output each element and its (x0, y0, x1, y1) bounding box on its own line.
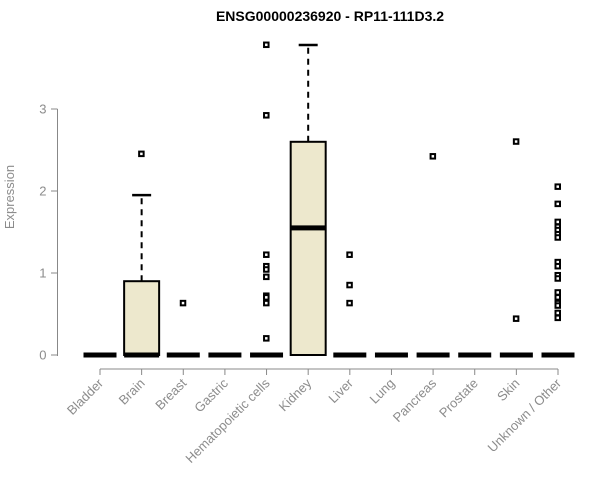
outlier-point (554, 289, 561, 296)
median-line (166, 352, 200, 358)
box (289, 140, 327, 356)
y-tick-label: 1 (39, 266, 46, 281)
median-line (333, 352, 367, 358)
outlier-point (263, 335, 270, 342)
outlier-point (263, 294, 270, 301)
outlier-point (263, 266, 270, 273)
x-tick-label: Liver (325, 375, 356, 406)
outlier-point (554, 302, 561, 309)
y-tick-label: 3 (39, 102, 46, 117)
y-axis-title: Expression (2, 164, 17, 230)
outlier-point (512, 315, 520, 322)
outlier-point (263, 41, 270, 49)
x-tick-label: Gastric (191, 375, 231, 415)
x-tick-label: Prostate (436, 376, 481, 421)
outlier-point (179, 299, 187, 307)
x-tick-label: Unknown / Other (485, 375, 565, 455)
median-line (124, 352, 160, 358)
outlier-point (512, 138, 520, 145)
outlier-point (554, 294, 561, 301)
x-tick-label: Pancreas (390, 375, 440, 425)
outlier-point (554, 314, 561, 322)
x-tick-label: Skin (494, 376, 522, 404)
outlier-point (554, 275, 561, 282)
median-line (250, 352, 284, 358)
x-tick-label: Lung (367, 376, 398, 407)
outlier-point (554, 183, 561, 190)
outlier-point (263, 273, 270, 281)
median-line (458, 352, 492, 358)
outlier-point (346, 251, 353, 258)
outlier-point (554, 218, 561, 226)
y-tick-label: 0 (39, 348, 46, 363)
outlier-point (263, 112, 270, 119)
x-tick-label: Bladder (64, 375, 107, 418)
outlier-point (346, 281, 353, 289)
outlier-point (554, 200, 561, 208)
median-line (541, 352, 575, 358)
y-tick-label: 2 (39, 184, 46, 199)
x-tick-label: Brain (116, 376, 148, 408)
outlier-point (554, 234, 561, 241)
box (123, 280, 161, 357)
outlier-point (554, 262, 561, 270)
median-line (374, 352, 408, 358)
chart-title: ENSG00000236920 - RP11-111D3.2 (215, 8, 445, 24)
median-line (499, 352, 533, 358)
median-line (416, 352, 450, 358)
x-tick-label: Kidney (276, 375, 315, 414)
outlier-point (263, 251, 270, 258)
outlier-point (554, 309, 561, 317)
outlier-point (429, 153, 437, 160)
median-line (208, 352, 242, 358)
x-tick-label: Breast (152, 375, 189, 412)
median-line (290, 225, 326, 231)
outlier-point (138, 150, 145, 158)
outlier-point (346, 299, 353, 307)
median-line (83, 352, 117, 358)
outlier-point (263, 299, 270, 307)
